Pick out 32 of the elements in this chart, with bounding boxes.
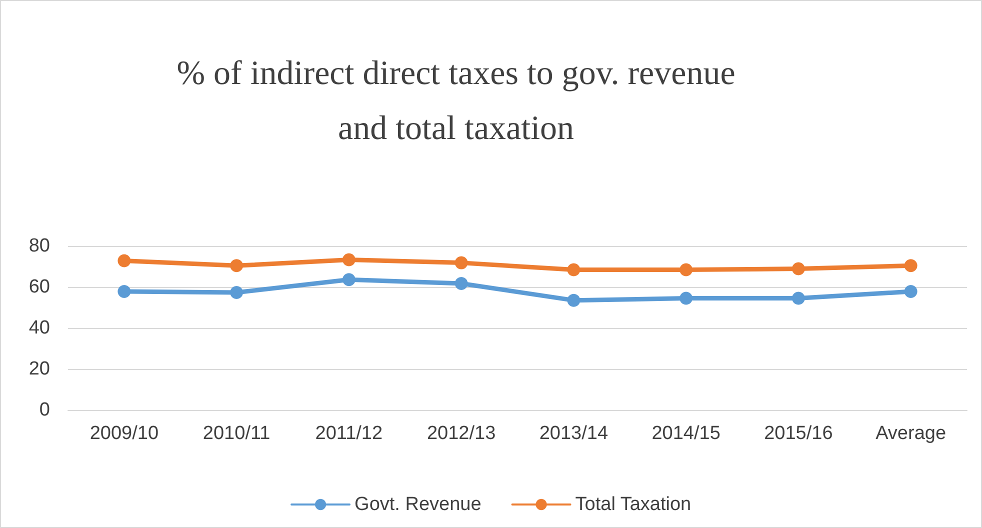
legend-label: Total Taxation [575,494,692,515]
point [230,259,244,272]
y-tick-label: 80 [28,236,50,256]
point [904,285,918,298]
x-tick-label: 2009/10 [90,423,159,444]
x-tick-label: 2013/14 [539,423,608,444]
point [454,277,468,290]
point [118,254,131,268]
point [454,256,468,270]
legend-label: Govt. Revenue [354,494,482,515]
x-tick-label: 2011/12 [315,423,383,444]
point [792,262,805,276]
x-tick-label: 2014/15 [652,423,720,444]
x-tick-label: 2015/16 [764,423,833,444]
point [680,263,693,276]
x-tick-label: Average [876,423,946,444]
x-tick-label: 2012/13 [426,423,496,444]
chart-title: % of indirect direct taxes to gov. revenue and total taxation [176,55,736,147]
point [904,259,918,272]
y-tick-label: 0 [39,400,50,420]
y-tick-label: 20 [28,358,50,380]
point [342,253,356,266]
point [680,292,693,305]
point [567,263,580,276]
y-tick-label: 40 [28,318,50,338]
point [567,294,580,307]
x-tick-label: 2010/11 [202,423,270,444]
point [342,273,356,286]
point [118,285,131,298]
point [230,286,244,300]
point [792,292,805,305]
y-tick-label: 60 [28,276,50,298]
